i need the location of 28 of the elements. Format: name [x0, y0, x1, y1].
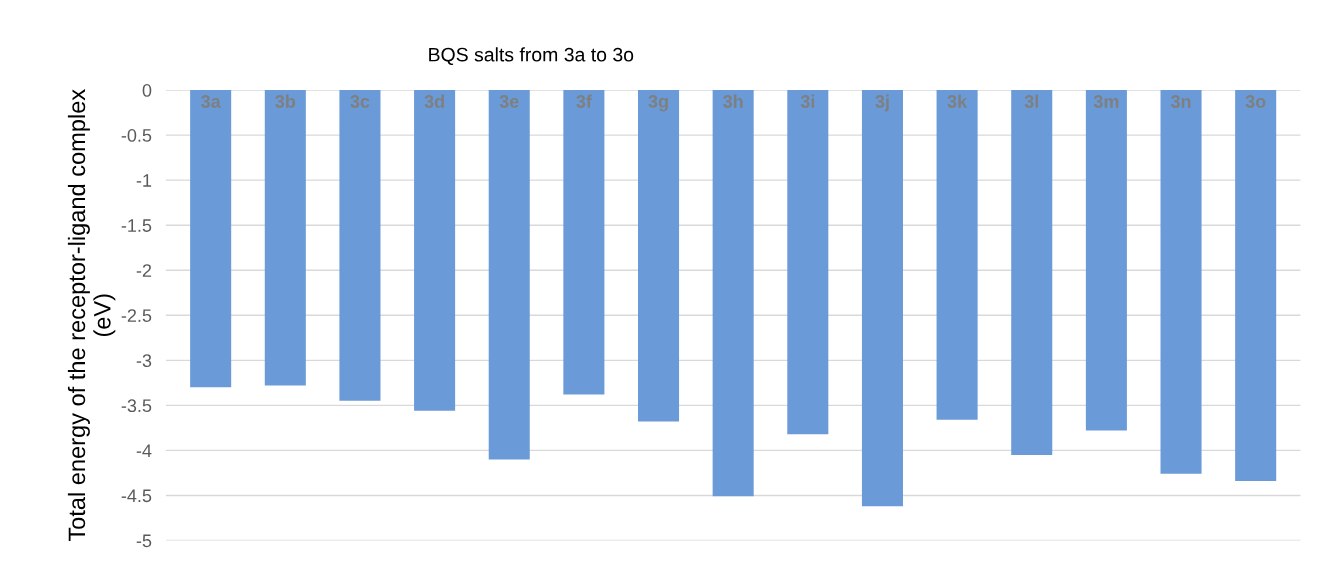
chart-title: BQS salts from 3a to 3o [429, 47, 634, 65]
x-tick-label: 3j [875, 94, 889, 112]
x-tick-label: 3f [576, 94, 592, 108]
y-tick-label: -2.5 [121, 309, 152, 322]
y-tick-label: -1.5 [121, 219, 152, 232]
y-tick-label: -3.5 [121, 399, 152, 413]
y-tick-label: -0.5 [121, 129, 152, 142]
y-tick-label: -1 [136, 174, 152, 187]
x-tick-label: 3a [201, 95, 221, 108]
x-tick-label: 3m [1093, 95, 1119, 108]
x-tick-label: 3c [350, 95, 370, 108]
y-tick-label: 0 [142, 84, 152, 97]
y-axis-title: Total energy of the receptor-ligand complex (eV) [67, 89, 116, 542]
y-tick-label: -4 [136, 444, 152, 457]
y-tick-label: -3 [136, 354, 152, 368]
x-tick-label: 3n [1170, 95, 1191, 108]
x-tick-label: 3h [723, 94, 743, 108]
y-tick-label: -4.5 [121, 489, 152, 503]
x-tick-label: 3b [275, 94, 296, 108]
y-tick-label: -2 [136, 264, 152, 277]
x-tick-label: 3l [1024, 94, 1038, 108]
x-tick-label: 3d [424, 94, 444, 108]
x-tick-label: 3k [947, 94, 968, 108]
x-tick-label: 3i [800, 94, 815, 108]
x-tick-label: 3e [499, 95, 519, 108]
y-tick-label: -5 [136, 534, 152, 548]
x-tick-label: 3o [1245, 95, 1266, 108]
x-tick-label: 3g [648, 94, 668, 112]
